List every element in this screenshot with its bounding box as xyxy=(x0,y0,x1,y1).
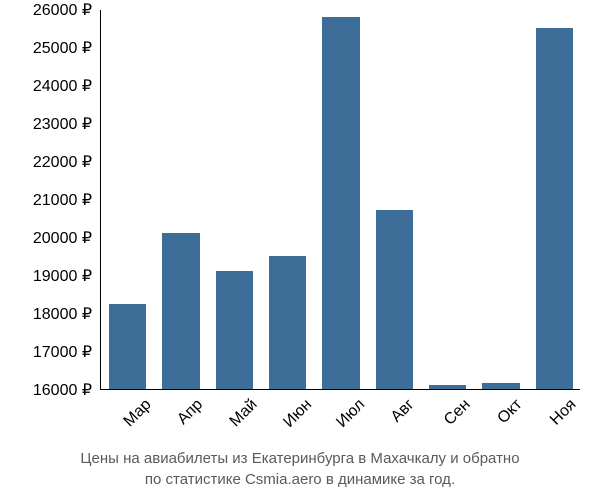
y-tick-label: 26000 ₽ xyxy=(33,0,92,20)
y-axis: 16000 ₽17000 ₽18000 ₽19000 ₽20000 ₽21000… xyxy=(10,10,100,390)
y-tick-label: 25000 ₽ xyxy=(33,38,92,58)
y-tick-label: 17000 ₽ xyxy=(33,342,92,362)
y-tick-label: 24000 ₽ xyxy=(33,76,92,96)
bar xyxy=(162,233,199,389)
x-tick-label: Ноя xyxy=(547,396,580,429)
bar xyxy=(109,304,146,390)
caption-line-2: по статистике Csmia.aero в динамике за г… xyxy=(0,469,600,490)
caption-line-1: Цены на авиабилеты из Екатеринбурга в Ма… xyxy=(0,448,600,469)
chart-caption: Цены на авиабилеты из Екатеринбурга в Ма… xyxy=(0,448,600,490)
x-tick-label: Июл xyxy=(333,396,369,432)
bar xyxy=(216,271,253,389)
y-tick-label: 23000 ₽ xyxy=(33,114,92,134)
bar xyxy=(429,385,466,389)
y-tick-label: 21000 ₽ xyxy=(33,190,92,210)
y-tick-label: 18000 ₽ xyxy=(33,304,92,324)
y-tick-label: 19000 ₽ xyxy=(33,266,92,286)
bar xyxy=(376,210,413,389)
x-tick-label: Окт xyxy=(494,396,526,428)
x-tick-label: Мар xyxy=(120,396,155,431)
chart-container: 16000 ₽ 17000 ₽ 18000 ₽ 19000 ₽ 20000 ₽ 21000… xyxy=(10,10,590,440)
plot-area xyxy=(100,10,580,390)
y-tick-label: 22000 ₽ xyxy=(33,152,92,172)
bar xyxy=(269,256,306,389)
y-tick-label: 20000 ₽ xyxy=(33,228,92,248)
x-tick-label: Апр xyxy=(174,396,207,429)
y-tick-label: 16000 ₽ xyxy=(33,380,92,400)
bar xyxy=(536,28,573,389)
x-tick-label: Авг xyxy=(388,396,418,426)
x-tick-label: Июн xyxy=(280,396,316,432)
x-tick-label: Май xyxy=(227,396,262,431)
x-tick-label: Сен xyxy=(441,396,474,429)
x-axis: Мар Апр Май Июн Июл Авг Сен Окт Ноя xyxy=(100,390,580,440)
bar xyxy=(322,17,359,389)
bar xyxy=(482,383,519,389)
